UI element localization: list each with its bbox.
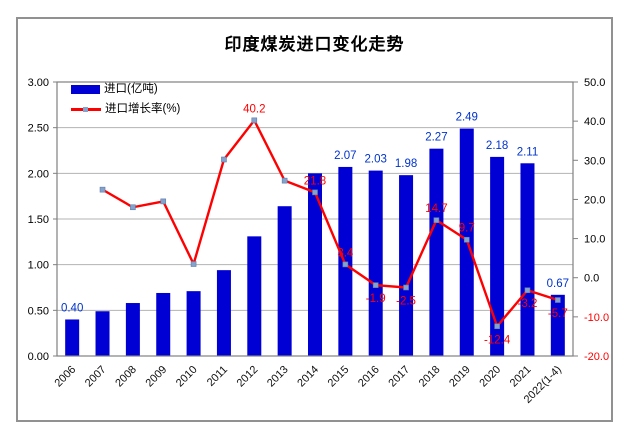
line-marker bbox=[342, 261, 349, 268]
line-marker bbox=[372, 282, 379, 288]
left-axis-tick-label: 3.00 bbox=[28, 77, 49, 89]
bar bbox=[156, 292, 171, 356]
bar bbox=[95, 311, 110, 356]
bar bbox=[550, 294, 565, 356]
line-marker bbox=[190, 261, 197, 267]
category-label: 2014 bbox=[295, 364, 321, 390]
bar bbox=[490, 156, 505, 356]
line-marker bbox=[99, 186, 106, 193]
chart-title: 印度煤炭进口变化走势 bbox=[224, 35, 405, 54]
category-label: 2021 bbox=[508, 364, 534, 390]
bar-data-label: 2.11 bbox=[517, 146, 539, 158]
line-data-label: 3.4 bbox=[337, 247, 354, 259]
line-marker bbox=[524, 287, 531, 294]
legend-item-growth-rate: 进口增长率(%) bbox=[71, 103, 180, 116]
legend-line-swatch bbox=[71, 106, 101, 112]
right-axis-tick-label: 0.0 bbox=[584, 273, 599, 285]
legend-item-imports: 进口(亿吨) bbox=[71, 83, 180, 96]
line-data-label: -12.4 bbox=[484, 334, 511, 346]
bar-data-label: 2.07 bbox=[334, 150, 356, 162]
right-axis-tick-label: 40.0 bbox=[584, 116, 605, 128]
category-label: 2012 bbox=[235, 364, 261, 390]
bar-data-label: 1.98 bbox=[395, 158, 417, 170]
bar-data-label: 2.03 bbox=[365, 154, 387, 166]
left-axis-tick-label: 2.00 bbox=[28, 168, 49, 180]
line-marker bbox=[281, 177, 288, 184]
growth-line bbox=[101, 119, 559, 328]
bar bbox=[277, 206, 292, 356]
bar bbox=[368, 170, 383, 356]
line-data-label: -5.7 bbox=[548, 308, 568, 320]
left-axis-tick-label: 0.50 bbox=[28, 305, 49, 317]
line-marker bbox=[160, 198, 167, 205]
bar bbox=[308, 173, 322, 356]
line-marker bbox=[221, 156, 227, 163]
category-label: 2020 bbox=[477, 364, 503, 390]
line-data-label: 14.7 bbox=[425, 203, 447, 215]
bar-data-label: 2.27 bbox=[425, 132, 447, 144]
line-data-label: -3.2 bbox=[518, 298, 538, 310]
line-data-label: 9.7 bbox=[459, 223, 475, 235]
line-marker bbox=[555, 297, 561, 303]
bar-data-label: 0.40 bbox=[61, 302, 83, 314]
line-marker bbox=[130, 204, 136, 211]
line-marker bbox=[433, 217, 440, 223]
bar-data-label: 2.49 bbox=[456, 112, 478, 124]
right-axis-tick-label: 30.0 bbox=[584, 155, 605, 167]
left-axis-tick-label: 1.50 bbox=[28, 214, 49, 226]
bar bbox=[65, 319, 80, 356]
bar bbox=[520, 163, 535, 356]
category-label: 2017 bbox=[386, 364, 412, 390]
legend: 进口(亿吨) 进口增长率(%) bbox=[71, 83, 180, 123]
category-label: 2015 bbox=[326, 364, 352, 390]
line-marker bbox=[312, 189, 318, 196]
bar bbox=[399, 175, 414, 356]
bar bbox=[247, 236, 262, 356]
category-label: 2008 bbox=[113, 364, 139, 390]
line-data-label: 21.8 bbox=[304, 175, 326, 187]
left-axis-tick-label: 1.00 bbox=[28, 260, 49, 272]
line-marker bbox=[463, 236, 470, 243]
left-axis-tick-label: 0.00 bbox=[28, 351, 49, 363]
right-axis-tick-label: -10.0 bbox=[584, 312, 609, 324]
right-axis-tick-label: 20.0 bbox=[584, 194, 605, 206]
bar-data-label: 0.67 bbox=[547, 278, 569, 290]
line-data-label: -1.9 bbox=[366, 293, 386, 305]
legend-label-imports: 进口(亿吨) bbox=[104, 83, 158, 95]
category-label: 2013 bbox=[265, 364, 291, 390]
line-marker bbox=[403, 284, 409, 291]
line-marker bbox=[494, 323, 500, 330]
bar bbox=[186, 291, 201, 356]
left-axis-tick-label: 2.50 bbox=[28, 123, 49, 135]
legend-label-growth-rate: 进口增长率(%) bbox=[105, 103, 181, 115]
right-axis-tick-label: -20.0 bbox=[584, 351, 609, 363]
category-label: 2007 bbox=[83, 364, 109, 390]
category-label: 2006 bbox=[52, 364, 78, 390]
legend-line-marker-icon bbox=[83, 106, 88, 112]
category-label: 2016 bbox=[356, 364, 382, 390]
bar-data-label: 2.18 bbox=[486, 140, 508, 152]
right-axis-tick-label: 50.0 bbox=[584, 77, 605, 89]
bar bbox=[429, 148, 444, 356]
category-label: 2011 bbox=[205, 364, 230, 389]
line-data-label: -2.5 bbox=[396, 296, 416, 308]
right-axis-tick-label: 10.0 bbox=[584, 234, 605, 246]
category-label: 2019 bbox=[447, 364, 473, 390]
legend-bar-swatch bbox=[71, 85, 100, 94]
category-label: 2010 bbox=[174, 364, 200, 390]
category-label: 2018 bbox=[417, 364, 443, 390]
bar bbox=[216, 270, 231, 356]
bar bbox=[125, 303, 140, 356]
line-data-label: 40.2 bbox=[243, 103, 265, 115]
category-label: 2009 bbox=[144, 364, 170, 390]
line-marker bbox=[251, 117, 258, 124]
